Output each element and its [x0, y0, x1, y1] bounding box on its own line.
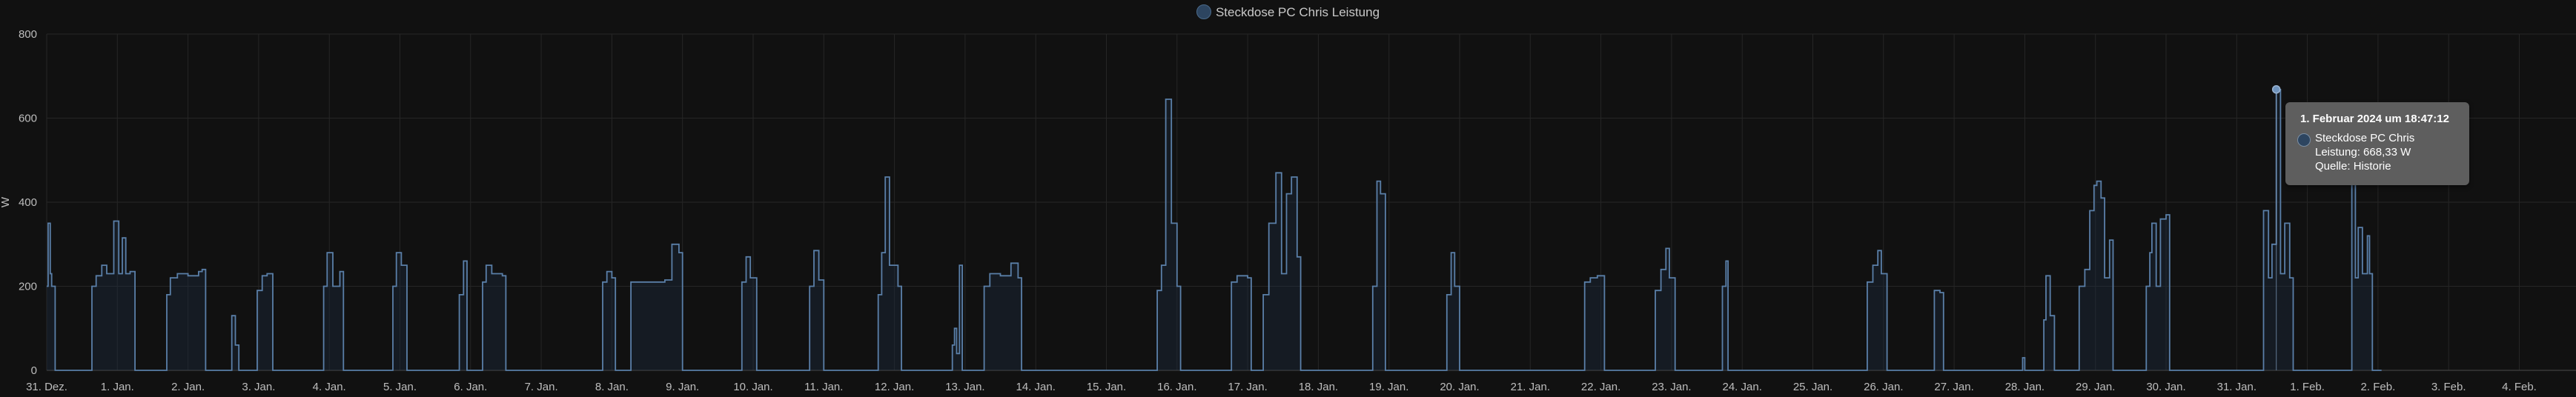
x-tick-label: 20. Jan.: [1440, 381, 1479, 393]
x-tick-label: 25. Jan.: [1793, 381, 1832, 393]
x-tick-label: 2. Jan.: [171, 381, 205, 393]
tooltip-series: Steckdose PC Chris: [2315, 132, 2415, 144]
x-tick-label: 19. Jan.: [1369, 381, 1408, 393]
x-tick-label: 2. Feb.: [2361, 381, 2396, 393]
x-tick-label: 16. Jan.: [1157, 381, 1196, 393]
data-tooltip: 1. Februar 2024 um 18:47:12 Steckdose PC…: [2285, 102, 2469, 185]
x-tick-label: 1. Feb.: [2290, 381, 2325, 393]
series-area: [47, 89, 2382, 371]
x-tick-label: 12. Jan.: [875, 381, 914, 393]
chart-legend[interactable]: Steckdose PC Chris Leistung: [0, 4, 2576, 20]
legend-label: Steckdose PC Chris Leistung: [1215, 5, 1380, 19]
x-tick-label: 31. Jan.: [2217, 381, 2257, 393]
series-line: [47, 89, 2382, 371]
x-tick-label: 30. Jan.: [2146, 381, 2185, 393]
x-tick-label: 23. Jan.: [1652, 381, 1691, 393]
x-tick-label: 11. Jan.: [804, 381, 843, 393]
x-tick-label: 13. Jan.: [945, 381, 984, 393]
x-tick-label: 5. Jan.: [383, 381, 417, 393]
x-tick-label: 14. Jan.: [1016, 381, 1056, 393]
x-tick-label: 31. Dez.: [26, 381, 67, 393]
x-tick-label: 27. Jan.: [1934, 381, 1973, 393]
tooltip-source: Quelle: Historie: [2315, 160, 2391, 173]
x-tick-label: 17. Jan.: [1228, 381, 1267, 393]
x-tick-label: 28. Jan.: [2005, 381, 2044, 393]
legend-swatch: [1196, 4, 1211, 19]
x-tick-label: 22. Jan.: [1581, 381, 1620, 393]
x-tick-label: 29. Jan.: [2076, 381, 2115, 393]
x-tick-label: 15. Jan.: [1087, 381, 1126, 393]
y-tick-label: 800: [19, 28, 37, 41]
tooltip-series-dot: [2297, 133, 2311, 147]
y-tick-label: 600: [19, 113, 37, 125]
x-tick-label: 9. Jan.: [666, 381, 699, 393]
x-tick-label: 4. Feb.: [2502, 381, 2537, 393]
x-tick-label: 8. Jan.: [595, 381, 629, 393]
y-tick-label: 400: [19, 196, 37, 209]
x-tick-label: 10. Jan.: [733, 381, 772, 393]
y-tick-label: 0: [31, 364, 37, 377]
x-tick-label: 26. Jan.: [1864, 381, 1903, 393]
x-tick-label: 18. Jan.: [1299, 381, 1338, 393]
x-tick-label: 3. Jan.: [242, 381, 275, 393]
highlight-point: [2271, 84, 2281, 94]
x-tick-label: 6. Jan.: [454, 381, 487, 393]
x-tick-label: 1. Jan.: [101, 381, 134, 393]
x-tick-label: 24. Jan.: [1723, 381, 1762, 393]
y-tick-label: 200: [19, 281, 37, 293]
y-axis-title: W: [0, 196, 12, 207]
tooltip-value: Leistung: 668,33 W: [2315, 146, 2411, 159]
x-tick-label: 4. Jan.: [313, 381, 346, 393]
tooltip-title: 1. Februar 2024 um 18:47:12: [2300, 113, 2449, 125]
x-tick-label: 7. Jan.: [525, 381, 558, 393]
x-tick-label: 21. Jan.: [1511, 381, 1550, 393]
x-tick-label: 3. Feb.: [2431, 381, 2466, 393]
